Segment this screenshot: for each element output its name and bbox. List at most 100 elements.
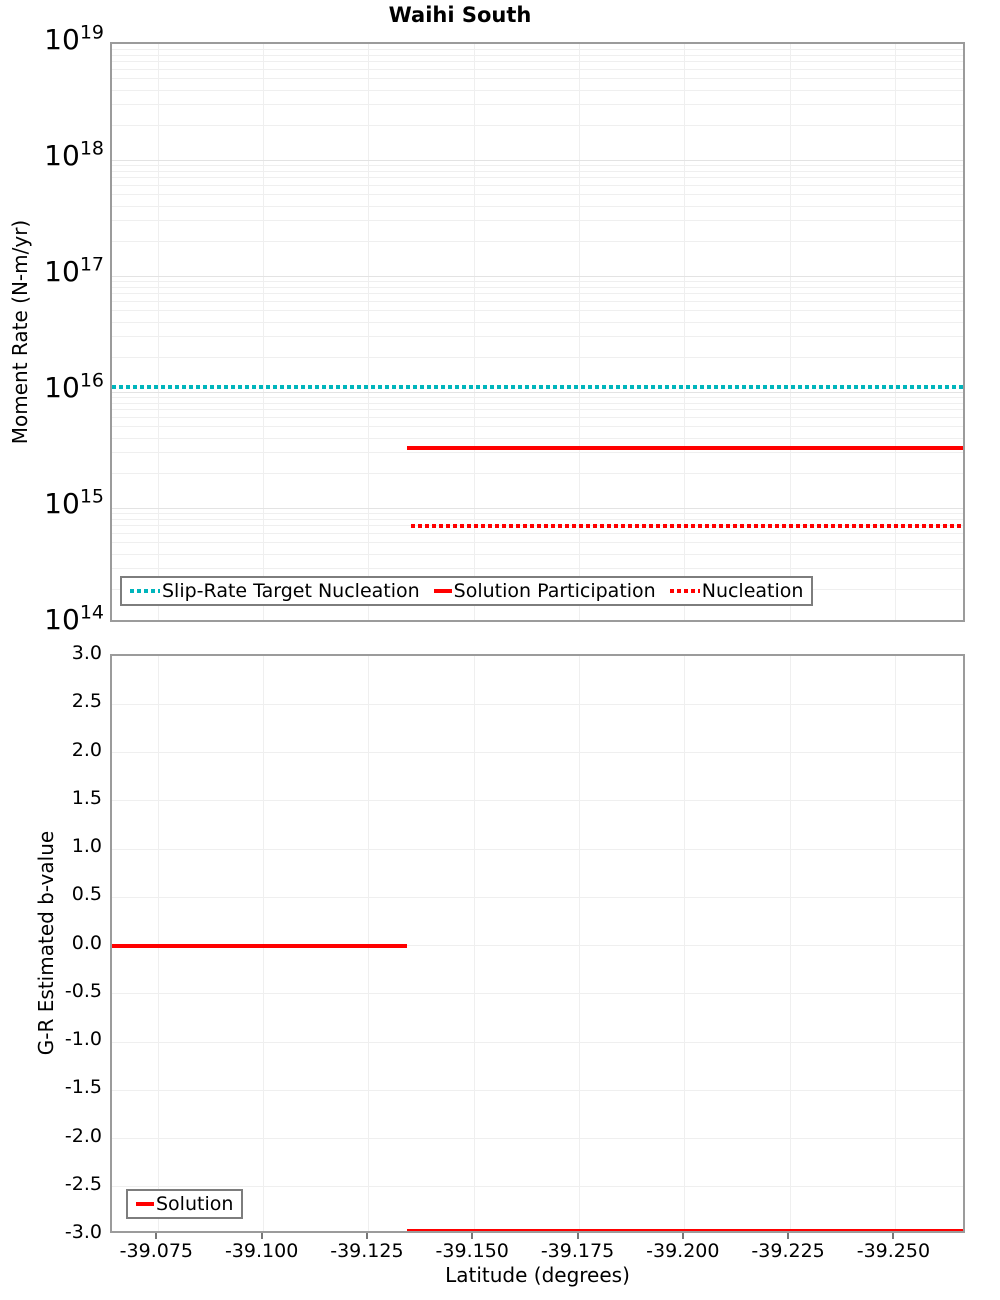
gridline-minor: [112, 69, 963, 71]
y-tick-label-log: 1017: [44, 253, 104, 288]
y-tick-label-log: 1015: [44, 485, 104, 520]
gridline-minor: [112, 124, 963, 126]
gridline-minor: [112, 553, 963, 555]
gridline-horizontal: [112, 1041, 963, 1043]
x-tick-label: -39.200: [646, 1240, 720, 1262]
x-tick-label: -39.150: [435, 1240, 509, 1262]
x-tick-label: -39.075: [119, 1240, 193, 1262]
gridline-vertical: [579, 44, 580, 620]
gridline-minor: [112, 301, 963, 303]
y-tick-label: -2.0: [64, 1124, 102, 1147]
gridline-minor: [112, 426, 963, 428]
slip-rate-target-nucleation-swatch-icon: [130, 589, 160, 593]
gridline-minor: [112, 452, 963, 454]
gridline-vertical: [894, 656, 896, 1231]
gridline-minor: [112, 472, 963, 474]
moment-rate-legend: Slip-Rate Target Nucleation Solution Par…: [120, 576, 814, 606]
series-line-slip-rate-target-nucleation: [112, 385, 963, 390]
gridline-minor: [112, 396, 963, 398]
gridline-minor: [112, 542, 963, 544]
gridline-minor: [112, 164, 963, 166]
gridline-minor: [112, 170, 963, 172]
gridline-horizontal: [112, 1089, 963, 1091]
moment-rate-plot-area: [110, 42, 965, 622]
y-tick-label: -1.5: [64, 1076, 102, 1099]
gridline-vertical: [368, 44, 370, 620]
gridline-minor: [112, 78, 963, 80]
legend-label: Solution: [156, 1193, 234, 1215]
gridline-horizontal: [112, 848, 963, 850]
b-value-legend: Solution: [126, 1189, 244, 1219]
x-tick-label: -39.100: [224, 1240, 299, 1262]
gridline-minor: [112, 205, 963, 207]
gridline-horizontal: [112, 703, 963, 705]
gridline-minor: [112, 220, 963, 222]
series-line-nucleation: [411, 523, 963, 528]
x-tick-label: -39.125: [330, 1240, 404, 1262]
legend-entry-solution: Solution: [136, 1193, 233, 1215]
gridline-minor: [112, 104, 963, 106]
x-tick-mark: [681, 1233, 684, 1239]
y-tick-label: 2.5: [71, 690, 102, 713]
latitude-axis-label: Latitude (degrees): [445, 1263, 630, 1287]
gridline-horizontal: [112, 896, 963, 898]
gridline-minor: [112, 286, 963, 288]
gridline-vertical: [789, 44, 791, 620]
x-tick-mark: [892, 1233, 895, 1239]
gridline-horizontal: [112, 945, 963, 946]
gridline-minor: [112, 336, 963, 338]
gridline-minor: [112, 240, 963, 242]
x-tick-label: -39.225: [751, 1240, 825, 1262]
gridline-vertical: [473, 44, 475, 620]
y-tick-label-log: 1019: [44, 21, 104, 56]
gridline-horizontal: [112, 752, 963, 753]
x-tick-mark: [576, 1233, 579, 1239]
legend-entry-solution-participation: Solution Participation: [433, 580, 656, 602]
gridline-minor: [112, 177, 963, 179]
gridline-minor: [112, 518, 963, 520]
gridline-minor: [112, 533, 963, 535]
legend-label: Solution Participation: [453, 580, 656, 602]
gridline-minor: [112, 409, 963, 411]
gridline-minor: [112, 356, 963, 358]
gridline-minor: [112, 437, 963, 439]
y-tick-label: -2.5: [64, 1172, 102, 1195]
gridline-minor: [112, 310, 963, 312]
x-tick-mark: [365, 1233, 368, 1239]
b-value-axis-label: G-R Estimated b-value: [34, 830, 58, 1056]
legend-entry-nucleation: Nucleation: [669, 580, 804, 602]
y-tick-label: 1.5: [71, 786, 102, 809]
gridline-major: [112, 275, 963, 277]
y-tick-label-log: 1016: [44, 369, 104, 404]
gridline-vertical: [263, 44, 265, 620]
page-title: Waihi South: [388, 3, 532, 27]
x-tick-label: -39.250: [856, 1240, 931, 1262]
gridline-horizontal: [112, 993, 963, 995]
gridline-vertical: [157, 44, 159, 620]
x-tick-mark: [471, 1233, 474, 1239]
gridline-horizontal: [112, 800, 963, 802]
gridline-horizontal: [112, 1186, 963, 1188]
gridline-minor: [112, 61, 963, 63]
y-tick-label: 2.0: [71, 738, 102, 761]
legend-label: Slip-Rate Target Nucleation: [162, 580, 420, 602]
gridline-vertical: [473, 656, 475, 1231]
series-line-solution: [112, 943, 407, 948]
legend-label: Nucleation: [701, 580, 804, 602]
y-tick-label: 3.0: [71, 642, 102, 664]
gridline-minor: [112, 48, 963, 50]
gridline-major: [112, 391, 963, 393]
x-tick-label: -39.175: [540, 1240, 615, 1262]
b-value-plot-area: [110, 654, 965, 1233]
gridline-vertical: [684, 44, 686, 620]
gridline-minor: [112, 89, 963, 91]
series-line-solution: [406, 1229, 963, 1231]
gridline-major: [112, 507, 963, 509]
solution-swatch-icon: [136, 1202, 154, 1206]
gridline-vertical: [684, 656, 686, 1231]
gridline-minor: [112, 194, 963, 196]
gridline-horizontal: [112, 1138, 963, 1139]
y-tick-label-log: 1018: [44, 137, 104, 172]
gridline-major: [112, 159, 963, 161]
